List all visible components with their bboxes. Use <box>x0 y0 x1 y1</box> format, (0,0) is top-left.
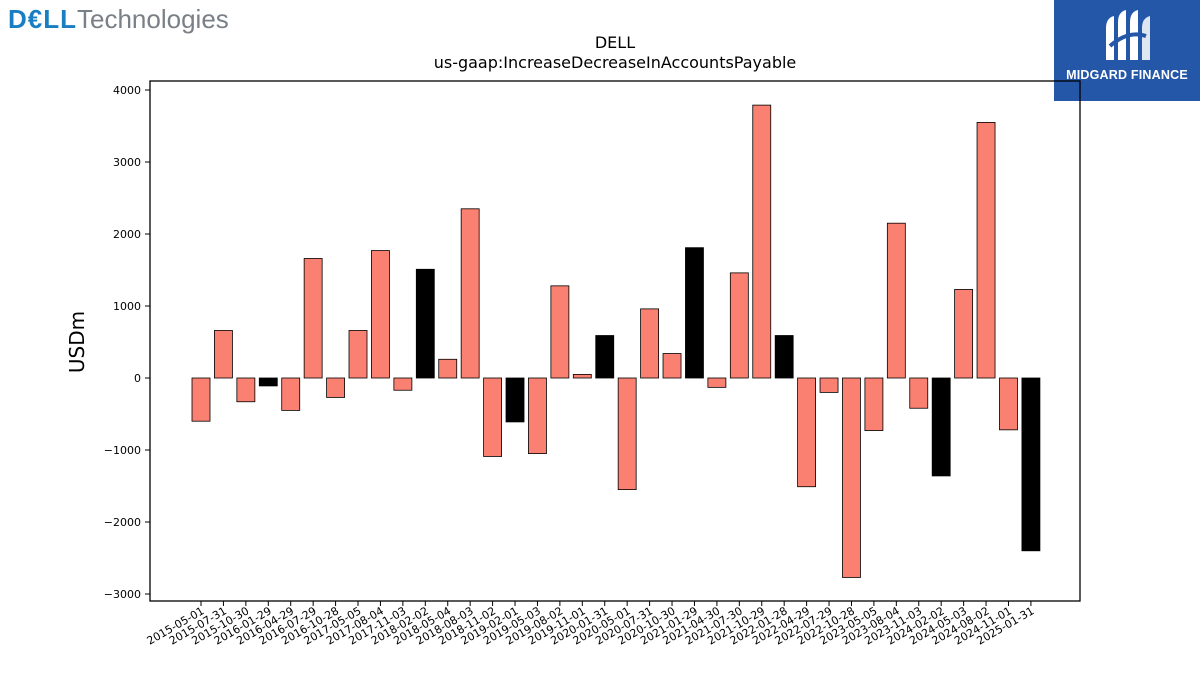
midgard-emblem-icon <box>1106 10 1150 60</box>
bar-2018-05-04 <box>438 358 458 379</box>
bar-2023-05-05 <box>864 377 884 431</box>
midgard-finance-logo: MIDGARD FINANCE <box>1054 0 1200 101</box>
bar-2016-07-29 <box>303 258 323 379</box>
bar-2017-05-05 <box>348 330 368 379</box>
y-tick-label: −3000 <box>104 588 141 601</box>
bar-2022-10-28 <box>842 377 861 578</box>
bar-2018-08-03 <box>460 208 480 379</box>
bar-2024-05-03 <box>954 289 974 379</box>
bar-2022-04-29 <box>797 377 817 488</box>
bar-2021-10-29 <box>752 104 772 379</box>
bar-2023-08-04 <box>886 222 906 379</box>
bar-2015-10-30 <box>236 377 256 403</box>
y-tick-label: 4000 <box>113 84 141 97</box>
x-axis: 2015-05-012015-07-312015-10-302016-01-29… <box>145 601 1036 648</box>
bar-2022-07-29 <box>819 377 839 393</box>
bar-2024-02-02 <box>931 377 951 477</box>
bars-group <box>191 104 1041 578</box>
y-tick-label: 2000 <box>113 228 141 241</box>
bar-2018-02-02 <box>415 268 435 379</box>
bar-2020-07-31 <box>640 308 659 379</box>
bar-2016-10-28 <box>326 377 345 398</box>
y-tick-label: −1000 <box>104 444 141 457</box>
chart-title: DELL <box>595 33 635 52</box>
y-tick-label: 3000 <box>113 156 141 169</box>
y-axis: −3000 −2000 −1000 0 1000 2000 3000 4000 <box>104 84 150 601</box>
dell-technologies-logo: D€LLTechnologies <box>8 4 229 34</box>
bar-2021-01-29 <box>685 247 704 379</box>
technologies-wordmark: Technologies <box>77 4 229 34</box>
bar-2019-08-02 <box>550 285 570 379</box>
bar-2017-11-03 <box>393 377 413 391</box>
bar-2015-07-31 <box>214 330 233 379</box>
bar-2022-01-28 <box>774 335 794 379</box>
bar-2023-11-03 <box>909 377 929 409</box>
bar-2021-07-30 <box>729 272 749 379</box>
bar-2018-11-02 <box>483 377 502 457</box>
bar-2017-08-04 <box>371 250 390 379</box>
bar-2020-05-01 <box>617 377 637 490</box>
bar-2015-05-01 <box>191 377 211 422</box>
y-tick-label: 1000 <box>113 300 141 313</box>
bar-2024-11-01 <box>999 377 1018 431</box>
bar-2016-01-29 <box>258 377 278 387</box>
y-tick-label: −2000 <box>104 516 141 529</box>
bar-2019-05-03 <box>528 377 547 454</box>
midgard-finance-label: MIDGARD FINANCE <box>1066 68 1188 82</box>
bar-2016-04-29 <box>281 377 301 411</box>
bar-2024-08-02 <box>976 122 996 379</box>
bar-2021-04-30 <box>707 377 727 388</box>
bar-2019-02-01 <box>505 377 525 423</box>
y-tick-label: 0 <box>134 372 141 385</box>
plot-frame <box>149 80 1081 602</box>
bar-2025-01-31 <box>1021 377 1041 552</box>
bar-2020-10-30 <box>662 353 682 379</box>
bar-2019-11-01 <box>572 373 592 379</box>
dell-wordmark: D€LL <box>8 4 77 34</box>
y-axis-label: USDm <box>65 311 89 373</box>
chart-subtitle: us-gaap:IncreaseDecreaseInAccountsPayabl… <box>434 53 797 72</box>
bar-2020-01-31 <box>595 335 615 379</box>
